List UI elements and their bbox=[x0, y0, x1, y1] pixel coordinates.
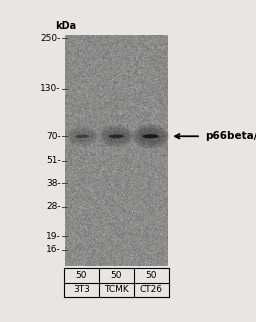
Ellipse shape bbox=[75, 135, 89, 138]
Text: p66beta/GATAD2B: p66beta/GATAD2B bbox=[205, 131, 256, 141]
Ellipse shape bbox=[109, 134, 124, 138]
Text: 70-: 70- bbox=[46, 132, 61, 141]
Text: TCMK: TCMK bbox=[104, 286, 129, 294]
Ellipse shape bbox=[103, 128, 130, 144]
Ellipse shape bbox=[136, 128, 166, 145]
Ellipse shape bbox=[134, 126, 167, 147]
Ellipse shape bbox=[142, 134, 159, 138]
Ellipse shape bbox=[67, 126, 98, 147]
Text: CT26: CT26 bbox=[140, 286, 163, 294]
Text: 3T3: 3T3 bbox=[73, 286, 90, 294]
Bar bbox=[65, 35, 168, 266]
Text: 51-: 51- bbox=[46, 156, 61, 165]
Text: 50: 50 bbox=[146, 271, 157, 280]
Text: kDa: kDa bbox=[55, 21, 76, 31]
Text: 16-: 16- bbox=[46, 245, 61, 254]
Text: 19-: 19- bbox=[46, 232, 61, 241]
Text: 28-: 28- bbox=[46, 202, 61, 211]
Text: 50: 50 bbox=[111, 271, 122, 280]
Text: 50: 50 bbox=[76, 271, 87, 280]
Ellipse shape bbox=[101, 127, 132, 146]
Ellipse shape bbox=[132, 124, 169, 148]
Ellipse shape bbox=[68, 128, 97, 145]
Ellipse shape bbox=[100, 125, 133, 147]
Ellipse shape bbox=[137, 129, 164, 143]
Text: 250-: 250- bbox=[40, 34, 61, 43]
Text: 38-: 38- bbox=[46, 179, 61, 188]
Text: 130-: 130- bbox=[40, 84, 61, 93]
